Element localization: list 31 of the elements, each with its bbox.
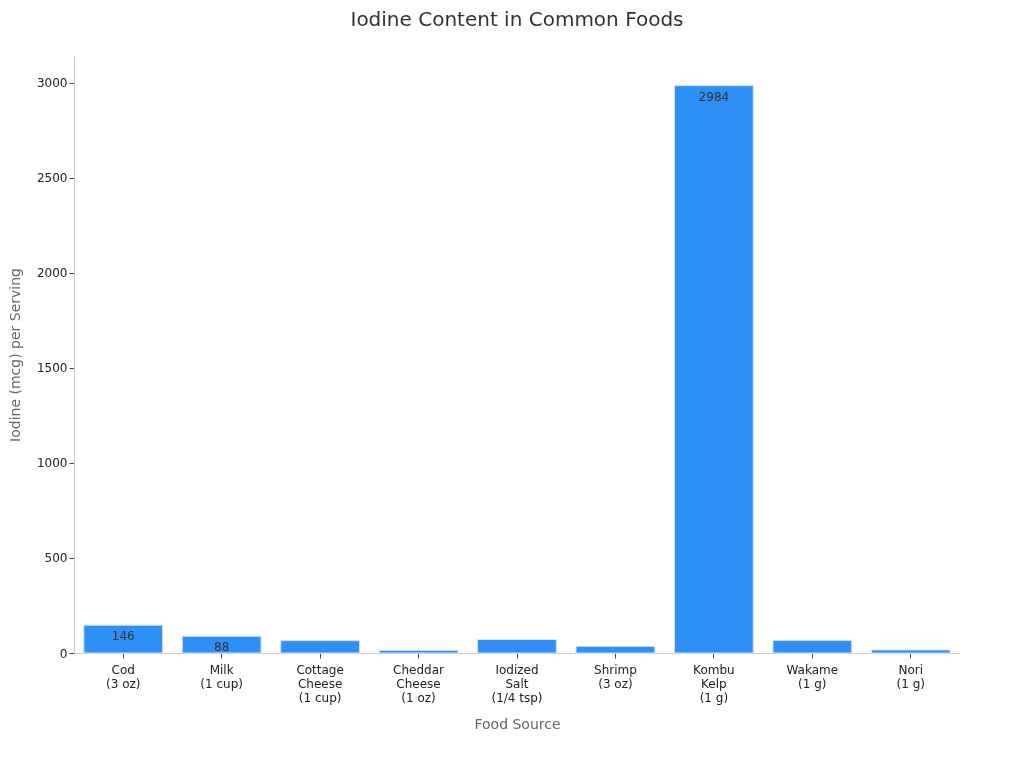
data-label: 2984 (698, 89, 730, 104)
bar (83, 624, 164, 654)
x-tick-label: Kombu Kelp (1 g) (693, 662, 735, 705)
y-tick-label: 2500 (36, 171, 68, 186)
bar (477, 639, 557, 654)
y-tick-label: 0 (59, 646, 68, 661)
y-axis-title: Iodine (mcg) per Serving (6, 268, 23, 442)
x-tick-label: Milk (1 cup) (200, 662, 243, 691)
y-tick-label: 2000 (36, 266, 68, 281)
x-tick-label: Iodized Salt (1/4 tsp) (491, 662, 543, 705)
y-tick-label: 3000 (36, 76, 68, 91)
x-tick-label: Cottage Cheese (1 cup) (296, 662, 344, 705)
bar (772, 639, 853, 654)
y-tick-label: 1500 (36, 361, 68, 376)
bar (378, 649, 459, 654)
bar (870, 649, 951, 654)
x-tick-label: Shrimp (3 oz) (594, 662, 637, 691)
y-tick-label: 500 (44, 551, 68, 566)
x-tick-label: Cheddar Cheese (1 oz) (393, 662, 445, 705)
x-tick-label: Wakame (1 g) (786, 662, 839, 691)
bar (575, 645, 656, 654)
bar (181, 635, 262, 654)
bar (674, 85, 754, 654)
x-tick-label: Cod (3 oz) (106, 662, 141, 691)
data-label: 88 (214, 640, 230, 655)
x-axis-title: Food Source (474, 715, 561, 732)
data-label: 146 (111, 629, 135, 644)
x-tick-label: Nori (1 g) (896, 662, 925, 691)
chart-title: Iodine Content in Common Foods (350, 7, 684, 31)
y-tick-label: 1000 (36, 456, 68, 471)
bar (280, 640, 360, 654)
